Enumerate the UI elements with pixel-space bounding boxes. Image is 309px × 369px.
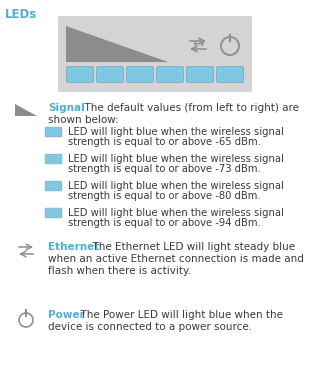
Text: when an active Ethernet connection is made and: when an active Ethernet connection is ma… xyxy=(48,254,304,264)
Polygon shape xyxy=(66,26,168,62)
Text: device is connected to a power source.: device is connected to a power source. xyxy=(48,322,252,332)
FancyBboxPatch shape xyxy=(96,66,124,83)
Text: strength is equal to or above -94 dBm.: strength is equal to or above -94 dBm. xyxy=(68,218,261,228)
Text: LED will light blue when the wireless signal: LED will light blue when the wireless si… xyxy=(68,208,284,218)
FancyBboxPatch shape xyxy=(187,66,214,83)
Text: flash when there is activity.: flash when there is activity. xyxy=(48,266,191,276)
Text: strength is equal to or above -80 dBm.: strength is equal to or above -80 dBm. xyxy=(68,191,260,201)
FancyBboxPatch shape xyxy=(156,66,184,83)
Text: LEDs: LEDs xyxy=(5,8,37,21)
Text: LED will light blue when the wireless signal: LED will light blue when the wireless si… xyxy=(68,154,284,164)
Text: ↔: ↔ xyxy=(192,37,204,51)
Text: LED will light blue when the wireless signal: LED will light blue when the wireless si… xyxy=(68,127,284,137)
Text: Signal: Signal xyxy=(48,103,85,113)
Text: strength is equal to or above -65 dBm.: strength is equal to or above -65 dBm. xyxy=(68,137,261,147)
FancyBboxPatch shape xyxy=(66,66,94,83)
FancyBboxPatch shape xyxy=(217,66,243,83)
FancyBboxPatch shape xyxy=(126,66,154,83)
FancyBboxPatch shape xyxy=(45,181,62,191)
FancyBboxPatch shape xyxy=(45,154,62,164)
Text: shown below:: shown below: xyxy=(48,115,119,125)
Text: Power: Power xyxy=(48,310,85,320)
Text: strength is equal to or above -73 dBm.: strength is equal to or above -73 dBm. xyxy=(68,164,261,174)
Text: LED will light blue when the wireless signal: LED will light blue when the wireless si… xyxy=(68,181,284,191)
Text: The Power LED will light blue when the: The Power LED will light blue when the xyxy=(74,310,283,320)
FancyBboxPatch shape xyxy=(45,208,62,218)
Polygon shape xyxy=(15,104,37,116)
FancyBboxPatch shape xyxy=(45,127,62,137)
Text: The Ethernet LED will light steady blue: The Ethernet LED will light steady blue xyxy=(86,242,295,252)
Text: Ethernet: Ethernet xyxy=(48,242,99,252)
FancyBboxPatch shape xyxy=(58,16,252,92)
Text: The default values (from left to right) are: The default values (from left to right) … xyxy=(78,103,299,113)
